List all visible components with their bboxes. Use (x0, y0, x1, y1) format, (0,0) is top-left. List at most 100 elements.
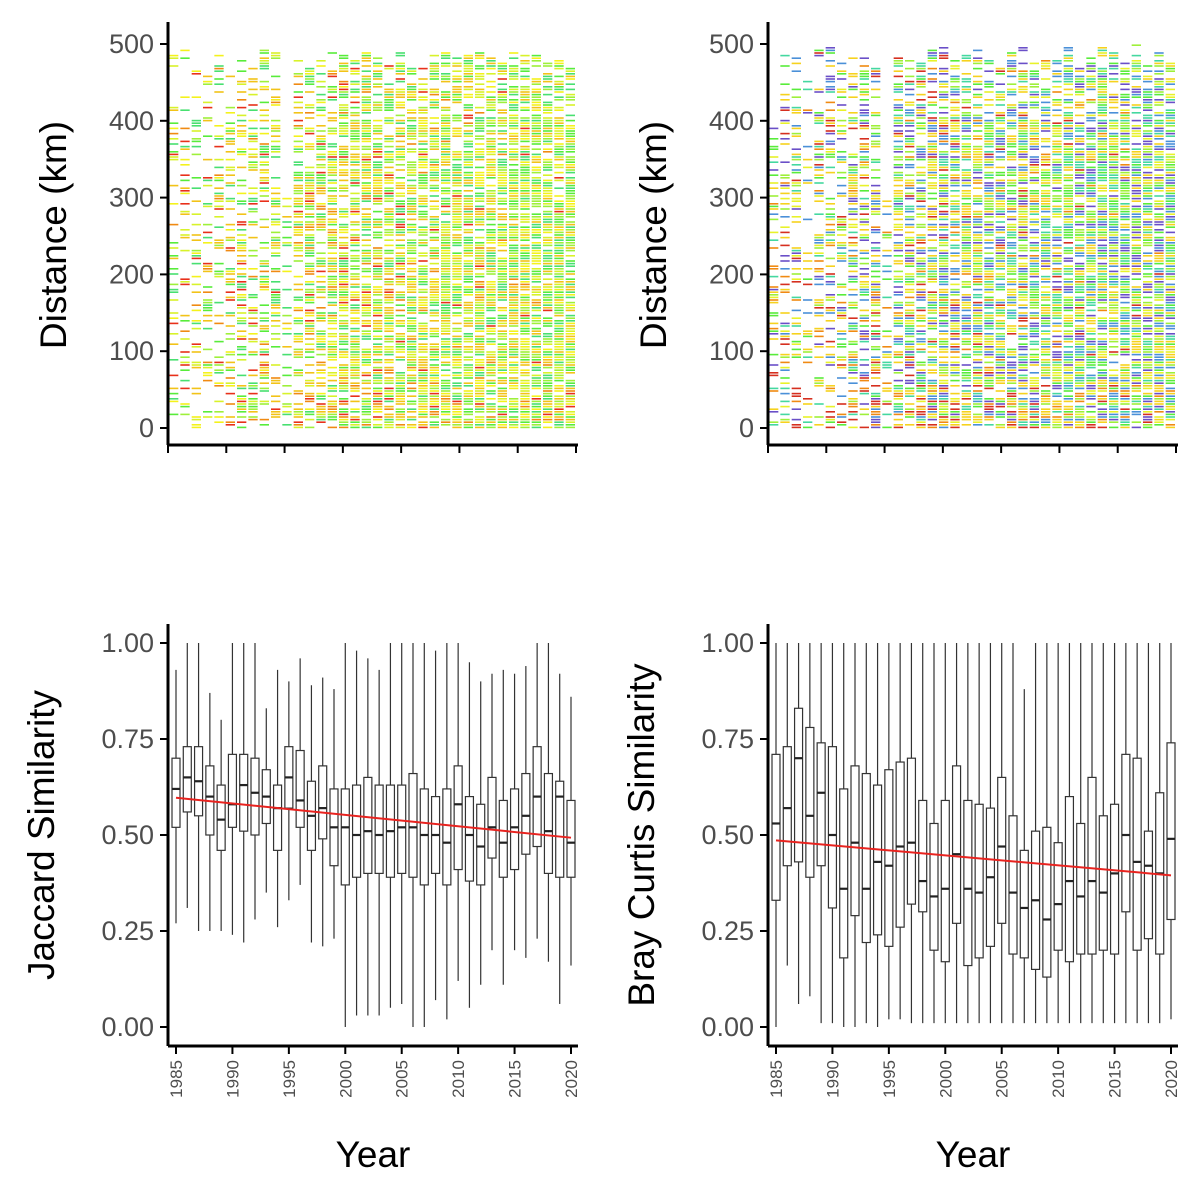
tile (565, 320, 575, 322)
tile (961, 283, 971, 286)
tile (475, 205, 485, 208)
tile (395, 314, 405, 317)
tile (497, 426, 507, 429)
tile (803, 88, 813, 91)
tile (871, 143, 881, 145)
tile (984, 372, 994, 374)
tile (327, 426, 337, 429)
tile (418, 304, 428, 306)
tile (984, 80, 994, 83)
tile (769, 387, 779, 390)
tile (973, 343, 983, 345)
tile (780, 361, 790, 364)
tile (825, 80, 835, 83)
tile (429, 413, 439, 416)
tile (475, 426, 485, 429)
tile (848, 231, 858, 234)
tile (916, 260, 926, 262)
tile (520, 270, 530, 273)
tile (237, 416, 247, 418)
tile (905, 255, 915, 257)
tile (418, 234, 428, 236)
tile (905, 390, 915, 392)
tile (350, 127, 360, 130)
tile (565, 192, 575, 195)
tile (373, 392, 383, 395)
tile (339, 353, 349, 356)
tile (486, 416, 496, 418)
tile (554, 301, 564, 304)
tile (565, 390, 575, 392)
tile (373, 236, 383, 239)
tile (316, 184, 326, 187)
tile (305, 413, 315, 416)
tile (475, 153, 485, 156)
tile (565, 151, 575, 153)
tile (543, 151, 553, 153)
tile (203, 379, 213, 382)
tile (565, 171, 575, 174)
tile (169, 257, 179, 260)
tile (441, 252, 451, 254)
tile (429, 135, 439, 137)
tile (520, 213, 530, 215)
tile (905, 187, 915, 189)
tile (848, 166, 858, 169)
tile (350, 114, 360, 117)
tile (384, 369, 394, 371)
tile (554, 80, 564, 83)
tile (950, 392, 960, 395)
tile (305, 70, 315, 72)
tile (441, 164, 451, 166)
tile (169, 387, 179, 390)
tile (961, 411, 971, 413)
tile (916, 265, 926, 267)
tile (339, 314, 349, 317)
tile (373, 390, 383, 392)
tile (475, 379, 485, 382)
tile (475, 268, 485, 270)
tile (916, 424, 926, 426)
tile (316, 65, 326, 67)
tile (769, 218, 779, 221)
tile (361, 221, 371, 223)
tile (905, 125, 915, 127)
tile (452, 88, 462, 91)
tile (825, 418, 835, 421)
tile (339, 379, 349, 382)
tile (237, 398, 247, 400)
tile (973, 403, 983, 405)
tile (316, 353, 326, 356)
tile (814, 403, 824, 405)
tile (916, 348, 926, 351)
tile (475, 138, 485, 140)
tile (554, 426, 564, 429)
tile (486, 296, 496, 299)
tile (373, 353, 383, 356)
tile (429, 291, 439, 293)
tile (305, 252, 315, 254)
tile (316, 174, 326, 176)
tile (350, 408, 360, 410)
tile (814, 312, 824, 314)
tile (441, 260, 451, 262)
tile (825, 52, 835, 54)
tile (554, 177, 564, 179)
tile (520, 236, 530, 239)
tile (565, 382, 575, 384)
tile (531, 83, 541, 85)
tile (237, 353, 247, 356)
tile (339, 190, 349, 192)
tile (361, 426, 371, 429)
tile (509, 416, 519, 418)
tile (859, 190, 869, 192)
tile (429, 166, 439, 169)
tile (950, 307, 960, 309)
tile (180, 234, 190, 236)
tile (565, 244, 575, 247)
tile (520, 145, 530, 148)
tile (961, 231, 971, 234)
tile (916, 387, 926, 390)
tile (350, 278, 360, 280)
tile (848, 122, 858, 124)
